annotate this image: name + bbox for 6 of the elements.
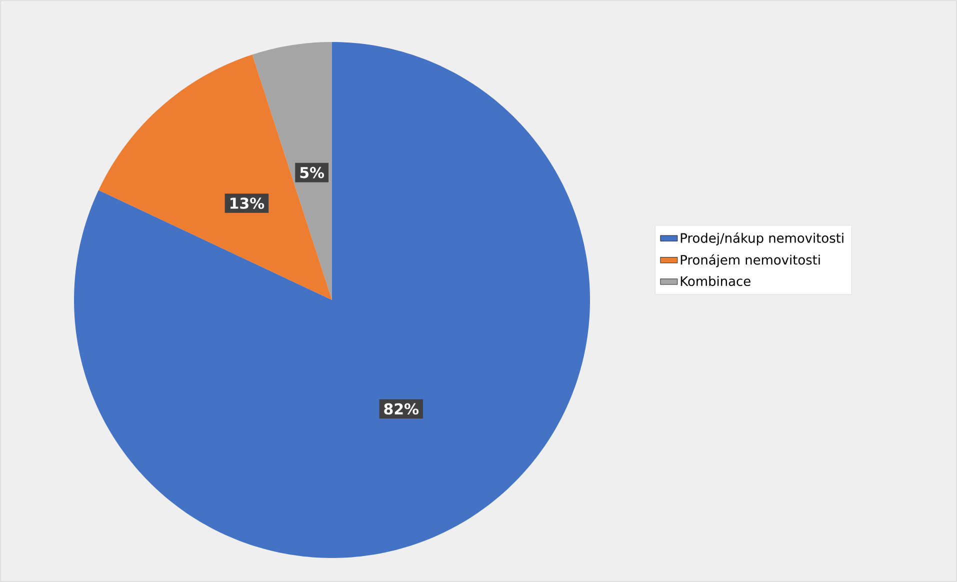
data-label: 5% <box>300 166 324 178</box>
data-label: 13% <box>230 198 264 209</box>
data-label: 82% <box>384 403 419 415</box>
legend-label: Pronájem nemovitosti <box>680 254 820 268</box>
legend-label: Kombinace <box>680 276 750 286</box>
legend-label: Prodej/nákup nemovitosti <box>680 232 844 246</box>
